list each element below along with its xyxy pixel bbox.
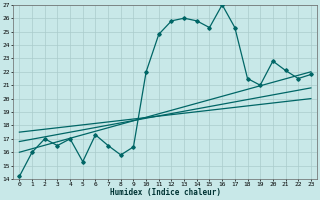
X-axis label: Humidex (Indice chaleur): Humidex (Indice chaleur) xyxy=(110,188,220,197)
